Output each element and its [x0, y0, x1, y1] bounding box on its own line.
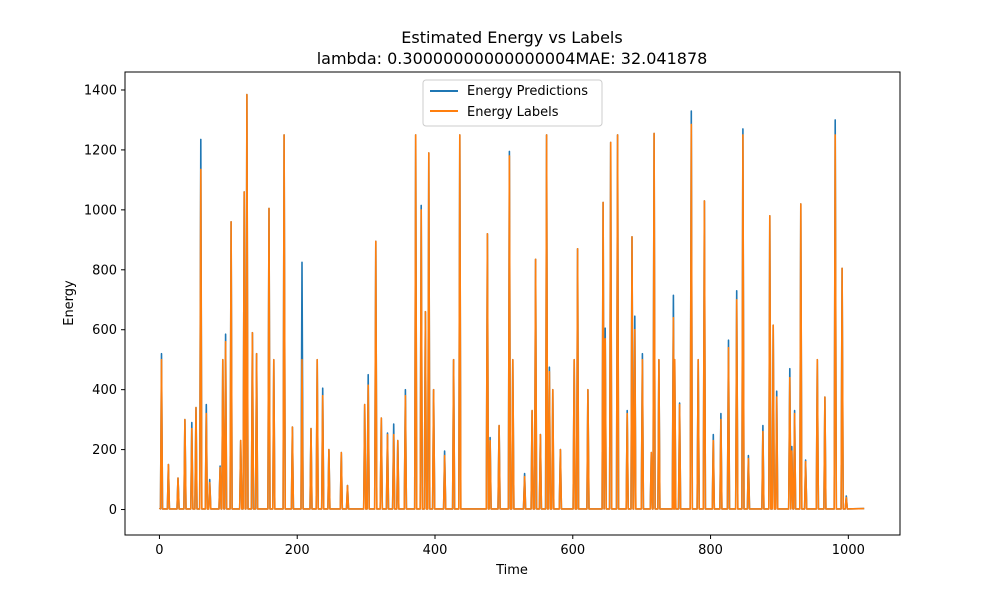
y-tick-label: 1400 — [84, 83, 117, 98]
chart-title: Estimated Energy vs Labels — [401, 28, 622, 47]
y-tick-label: 800 — [92, 263, 117, 278]
y-tick-label: 0 — [109, 503, 117, 518]
axes-frame — [124, 71, 901, 536]
y-tick-label: 400 — [92, 383, 117, 398]
x-axis-label: Time — [495, 563, 528, 578]
x-tick-label: 0 — [155, 543, 163, 558]
legend-label-labels: Energy Labels — [467, 105, 559, 120]
x-tick-label: 1000 — [832, 543, 865, 558]
x-tick-label: 600 — [560, 543, 585, 558]
legend-label-predictions: Energy Predictions — [467, 84, 588, 99]
y-tick-label: 600 — [92, 323, 117, 338]
y-tick-label: 1200 — [84, 143, 117, 158]
legend-box — [422, 79, 603, 127]
y-tick-label: 200 — [92, 443, 117, 458]
y-axis-label: Energy — [62, 280, 77, 326]
x-tick-label: 800 — [698, 543, 723, 558]
x-tick-label: 200 — [285, 543, 310, 558]
x-tick-label: 400 — [423, 543, 448, 558]
chart-subtitle: lambda: 0.30000000000000004MAE: 32.04187… — [317, 49, 708, 68]
series-line-labels — [158, 93, 865, 510]
legend: Energy Predictions Energy Labels — [422, 79, 603, 127]
y-tick-label: 1000 — [84, 203, 117, 218]
